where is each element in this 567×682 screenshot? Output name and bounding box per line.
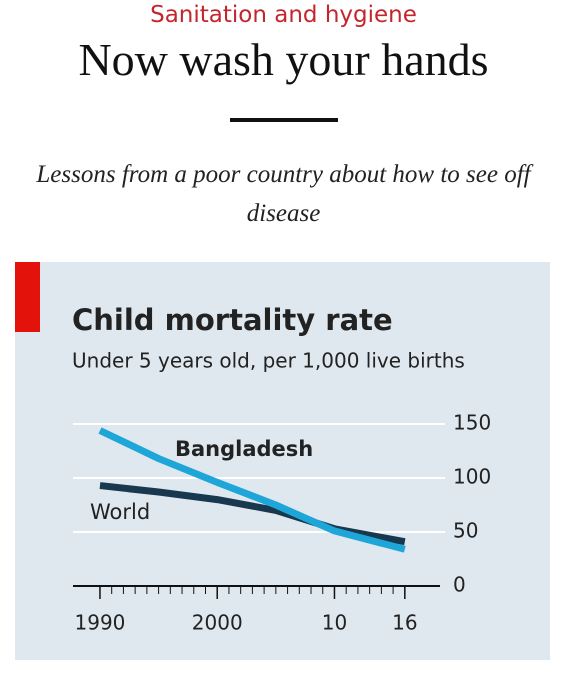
red-tag	[15, 262, 40, 332]
y-tick-label: 0	[453, 573, 466, 597]
series-label: World	[90, 500, 150, 524]
series-line	[98, 427, 406, 553]
y-tick-label: 100	[453, 465, 491, 489]
series-label: Bangladesh	[175, 437, 313, 461]
x-tick-label: 10	[322, 611, 347, 635]
chart-subtitle: Under 5 years old, per 1,000 live births	[72, 349, 465, 373]
y-tick-label: 150	[453, 411, 491, 435]
chart: Child mortality rate Under 5 years old, …	[15, 262, 550, 660]
rule	[230, 118, 338, 122]
chart-title: Child mortality rate	[72, 303, 393, 337]
y-tick-label: 50	[453, 519, 478, 543]
x-tick-label: 16	[392, 611, 417, 635]
standfirst: Lessons from a poor country about how to…	[36, 161, 531, 227]
kicker: Sanitation and hygiene	[150, 2, 417, 28]
headline: Now wash your hands	[78, 34, 489, 85]
chart-background	[15, 262, 550, 660]
x-tick-label: 1990	[75, 611, 126, 635]
x-tick-label: 2000	[192, 611, 243, 635]
